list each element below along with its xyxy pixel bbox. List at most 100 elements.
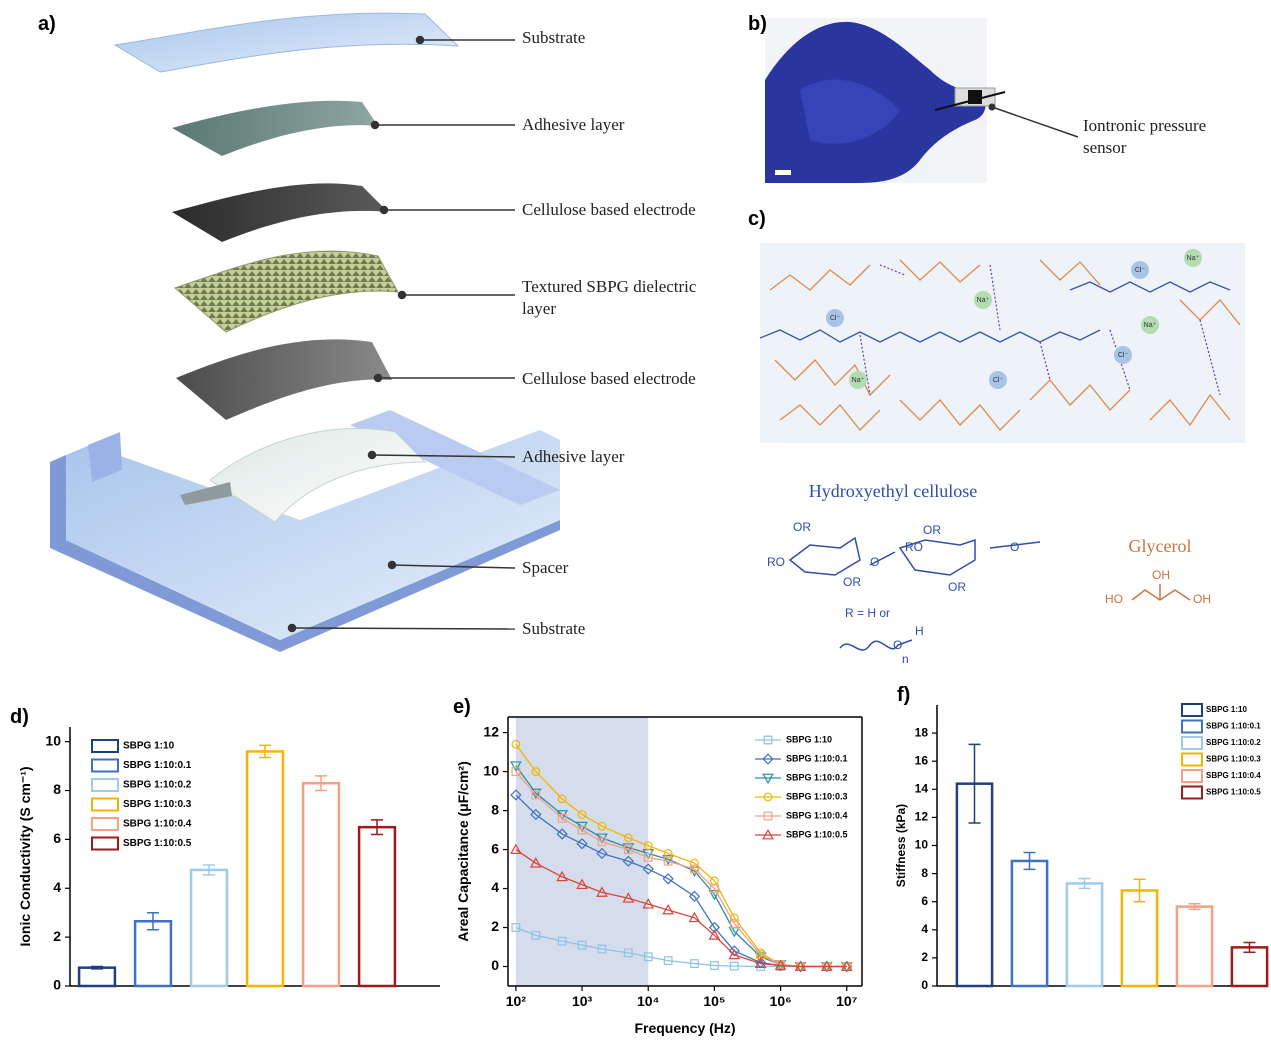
hec-structure: Hydroxyethyl cellulose OR OR RO O RO O O…: [767, 481, 1211, 666]
legend-swatch: [92, 799, 118, 811]
layer-label: Substrate: [522, 618, 585, 640]
glove-photo: [765, 18, 1078, 183]
atom-label: OR: [843, 575, 861, 589]
legend-swatch: [1182, 754, 1202, 766]
atom-label: OH: [1193, 592, 1211, 606]
layer-label: Spacer: [522, 557, 568, 579]
panel-label: c): [748, 208, 766, 230]
legend-swatch: [1182, 787, 1202, 799]
legend-label: SBPG 1:10:0.3: [1206, 755, 1261, 764]
layer-label: Cellulose based electrode: [522, 368, 696, 390]
ion-label: Na⁺: [1187, 255, 1200, 262]
panel-label: a): [38, 13, 56, 35]
bar: [1122, 890, 1157, 986]
bar: [1067, 883, 1102, 986]
panel-label: b): [748, 13, 767, 35]
atom-label: O: [893, 638, 902, 652]
y-tick-label: 4: [921, 922, 928, 936]
y-tick-label: 18: [915, 725, 929, 739]
glycerol-title: Glycerol: [1129, 536, 1192, 556]
legend-label: SBPG 1:10:0.4: [786, 810, 848, 820]
legend-swatch: [92, 740, 118, 752]
y-tick-label: 10: [483, 762, 499, 778]
legend-swatch: [92, 779, 118, 791]
atom-label: H: [915, 624, 924, 638]
bar: [303, 783, 339, 986]
legend-swatch: [1182, 737, 1202, 749]
atom-label: n: [902, 652, 909, 666]
y-tick-label: 8: [491, 801, 499, 817]
y-tick-label: 4: [491, 879, 499, 895]
x-tick-label: 10³: [572, 993, 593, 1009]
y-tick-label: 14: [915, 781, 929, 795]
layer-label: Adhesive layer: [522, 446, 624, 468]
legend-swatch: [1182, 770, 1202, 782]
y-tick-label: 6: [53, 830, 61, 846]
x-axis-label: Frequency (Hz): [634, 1020, 735, 1036]
y-axis-label: Areal Capacitance (μF/cm²): [455, 761, 471, 942]
figure: Na⁺ Cl⁻ Na⁺ Na⁺ Cl⁻ Na⁺ Cl⁻ Cl⁻ Hydroxye…: [0, 0, 1271, 1041]
legend-swatch: [92, 838, 118, 850]
y-tick-label: 0: [921, 978, 928, 992]
exploded-sensor: [50, 13, 560, 652]
atom-label: OR: [793, 520, 811, 534]
atom-label: O: [1010, 540, 1019, 554]
y-tick-label: 0: [491, 957, 499, 973]
panel-label: e): [453, 696, 471, 718]
y-axis-label: Stiffness (kPa): [894, 804, 908, 887]
bar: [79, 968, 115, 986]
legend-label: SBPG 1:10: [786, 734, 832, 744]
y-tick-label: 10: [45, 732, 61, 748]
legend-label: SBPG 1:10:0.5: [123, 838, 192, 849]
legend-label: SBPG 1:10:0.5: [1206, 788, 1261, 797]
figure-canvas: Na⁺ Cl⁻ Na⁺ Na⁺ Cl⁻ Na⁺ Cl⁻ Cl⁻ Hydroxye…: [0, 0, 1271, 1041]
layer-label: Adhesive layer: [522, 114, 624, 136]
y-tick-label: 6: [491, 840, 499, 856]
y-tick-label: 12: [915, 810, 929, 824]
legend-label: SBPG 1:10:0.2: [123, 780, 192, 791]
atom-label: OR: [948, 580, 966, 594]
y-tick-label: 6: [921, 894, 928, 908]
bar: [191, 870, 227, 986]
x-tick-label: 10⁶: [770, 993, 792, 1009]
atom-label: RO: [905, 540, 923, 554]
y-tick-label: 12: [483, 723, 499, 739]
legend-swatch: [92, 760, 118, 772]
ion-label: Na⁺: [977, 297, 990, 304]
bar: [1012, 861, 1047, 986]
sensor-label: Iontronic pressure sensor: [1083, 115, 1233, 159]
legend-label: SBPG 1:10:0.5: [786, 829, 848, 839]
y-tick-label: 8: [53, 781, 61, 797]
bar: [359, 827, 395, 986]
ion-label: Na⁺: [852, 377, 865, 384]
atom-label: O: [870, 555, 879, 569]
y-tick-label: 16: [915, 753, 929, 767]
legend-swatch: [1182, 704, 1202, 716]
legend-label: SBPG 1:10: [123, 741, 175, 752]
legend-label: SBPG 1:10:0.3: [123, 799, 192, 810]
legend-label: SBPG 1:10:0.1: [1206, 722, 1261, 731]
ion-label: Cl⁻: [1135, 267, 1146, 274]
layer-label: Substrate: [522, 27, 585, 49]
legend-label: SBPG 1:10: [1206, 705, 1247, 714]
r-definition: R = H or: [845, 606, 890, 620]
x-tick-label: 10⁷: [836, 993, 858, 1009]
y-tick-label: 4: [53, 879, 61, 895]
ion-label: Cl⁻: [830, 315, 841, 322]
y-tick-label: 0: [53, 977, 61, 993]
legend-label: SBPG 1:10:0.2: [786, 772, 848, 782]
panel-label: f): [897, 684, 910, 706]
atom-label: HO: [1105, 592, 1123, 606]
legend-label: SBPG 1:10:0.3: [786, 791, 848, 801]
y-tick-label: 8: [921, 866, 928, 880]
atom-label: OH: [1152, 568, 1170, 582]
bar: [1232, 947, 1267, 986]
y-tick-label: 2: [491, 918, 499, 934]
ion-label: Cl⁻: [993, 377, 1004, 384]
bar: [135, 921, 171, 986]
molecular-network: Na⁺ Cl⁻ Na⁺ Na⁺ Cl⁻ Na⁺ Cl⁻ Cl⁻: [760, 243, 1245, 443]
ion-label: Cl⁻: [1118, 352, 1129, 359]
legend-swatch: [92, 818, 118, 830]
charts: d)0246810Ionic Conductivity (S cm⁻¹)SBPG…: [10, 684, 1268, 1036]
y-axis-label: Ionic Conductivity (S cm⁻¹): [17, 766, 33, 946]
